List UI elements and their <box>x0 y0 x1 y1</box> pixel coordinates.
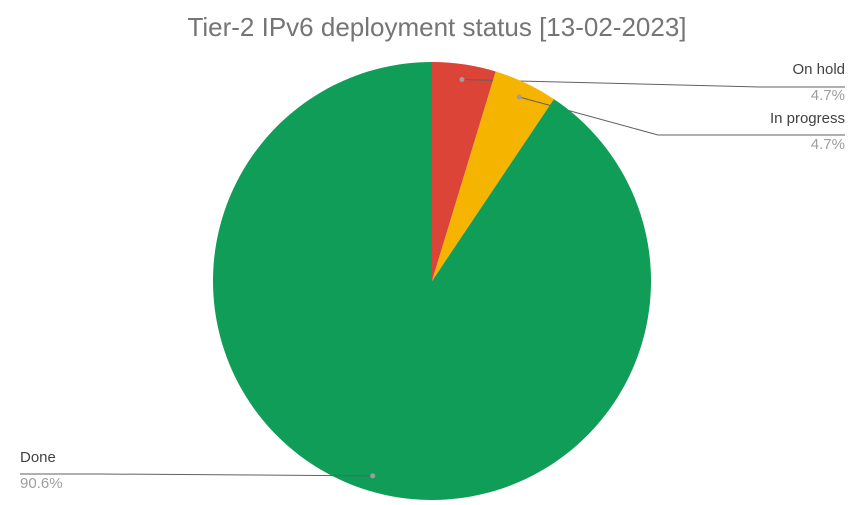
pie-slice <box>432 62 496 281</box>
leader-dot <box>370 473 376 479</box>
leader-dot <box>459 77 465 83</box>
slice-label: On hold <box>792 61 845 78</box>
pie-slice <box>212 62 652 501</box>
leader-line <box>20 473 373 477</box>
slice-label: In progress <box>770 110 845 127</box>
slice-value: 90.6% <box>20 475 63 492</box>
chart-title: Tier-2 IPv6 deployment status [13-02-202… <box>187 12 686 42</box>
leader-line <box>461 79 845 88</box>
slice-value: 4.7% <box>811 87 845 104</box>
leader-dot <box>516 94 522 100</box>
pie-slice <box>432 71 554 281</box>
slice-value: 4.7% <box>811 136 845 153</box>
slice-label: Done <box>20 449 56 466</box>
